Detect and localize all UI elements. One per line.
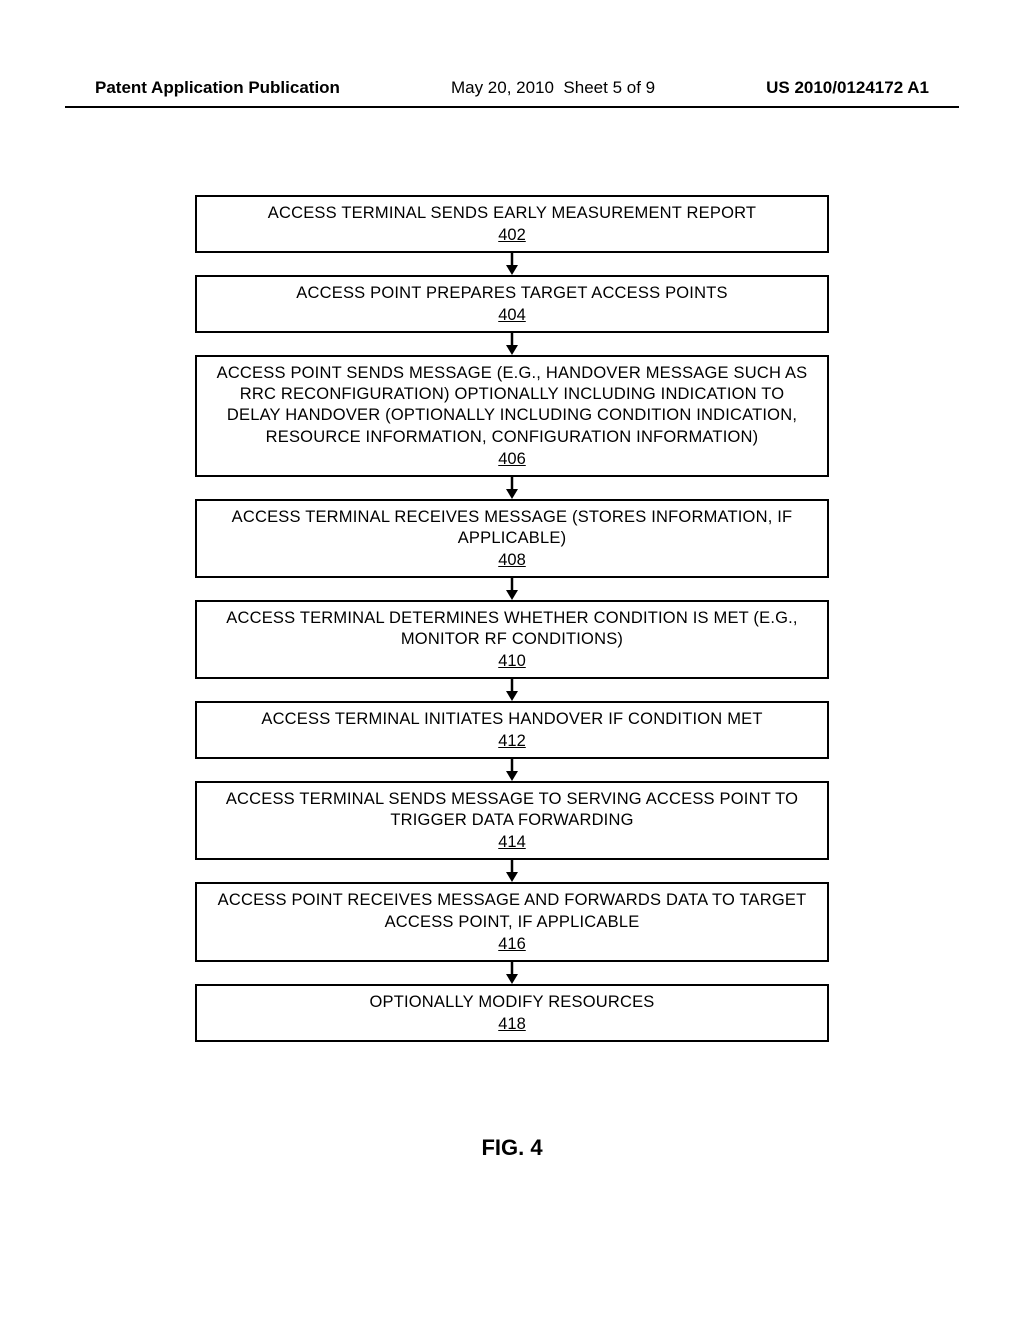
flow-arrow — [195, 333, 829, 355]
flow-step-ref: 410 — [215, 652, 809, 671]
flow-step-text: ACCESS TERMINAL SENDS EARLY MEASUREMENT … — [215, 203, 809, 224]
flow-step: ACCESS POINT PREPARES TARGET ACCESS POIN… — [195, 275, 829, 333]
flow-step-ref: 414 — [215, 833, 809, 852]
flow-step: OPTIONALLY MODIFY RESOURCES 418 — [195, 984, 829, 1042]
flow-step-text: OPTIONALLY MODIFY RESOURCES — [215, 992, 809, 1013]
flow-arrow — [195, 759, 829, 781]
flow-step-text: ACCESS TERMINAL INITIATES HANDOVER IF CO… — [215, 709, 809, 730]
flow-arrow — [195, 253, 829, 275]
flow-step: ACCESS TERMINAL SENDS EARLY MEASUREMENT … — [195, 195, 829, 253]
flow-step: ACCESS TERMINAL DETERMINES WHETHER CONDI… — [195, 600, 829, 679]
publication-label: Patent Application Publication — [95, 78, 340, 98]
patent-number: US 2010/0124172 A1 — [766, 78, 929, 98]
figure-caption: FIG. 4 — [0, 1135, 1024, 1161]
patent-page: Patent Application Publication May 20, 2… — [0, 0, 1024, 1320]
flow-step: ACCESS TERMINAL SENDS MESSAGE TO SERVING… — [195, 781, 829, 860]
flow-step: ACCESS POINT SENDS MESSAGE (E.G., HANDOV… — [195, 355, 829, 476]
header-rule — [65, 106, 959, 108]
flow-step-ref: 408 — [215, 551, 809, 570]
flow-step-text: ACCESS POINT PREPARES TARGET ACCESS POIN… — [215, 283, 809, 304]
flow-step-ref: 406 — [215, 450, 809, 469]
flow-step-text: ACCESS POINT SENDS MESSAGE (E.G., HANDOV… — [215, 363, 809, 447]
publication-date: May 20, 2010 Sheet 5 of 9 — [451, 78, 655, 98]
flow-step-ref: 412 — [215, 732, 809, 751]
flowchart: ACCESS TERMINAL SENDS EARLY MEASUREMENT … — [195, 195, 829, 1042]
flow-step-ref: 404 — [215, 306, 809, 325]
flow-step-text: ACCESS TERMINAL DETERMINES WHETHER CONDI… — [215, 608, 809, 650]
flow-step-ref: 402 — [215, 226, 809, 245]
flow-step-text: ACCESS TERMINAL RECEIVES MESSAGE (STORES… — [215, 507, 809, 549]
flow-arrow — [195, 860, 829, 882]
flow-step-text: ACCESS POINT RECEIVES MESSAGE AND FORWAR… — [215, 890, 809, 932]
flow-step-text: ACCESS TERMINAL SENDS MESSAGE TO SERVING… — [215, 789, 809, 831]
flow-step: ACCESS POINT RECEIVES MESSAGE AND FORWAR… — [195, 882, 829, 961]
flow-step: ACCESS TERMINAL INITIATES HANDOVER IF CO… — [195, 701, 829, 759]
flow-arrow — [195, 477, 829, 499]
page-header: Patent Application Publication May 20, 2… — [0, 78, 1024, 98]
flow-step-ref: 418 — [215, 1015, 809, 1034]
flow-arrow — [195, 578, 829, 600]
flow-step-ref: 416 — [215, 935, 809, 954]
flow-step: ACCESS TERMINAL RECEIVES MESSAGE (STORES… — [195, 499, 829, 578]
flow-arrow — [195, 962, 829, 984]
flow-arrow — [195, 679, 829, 701]
